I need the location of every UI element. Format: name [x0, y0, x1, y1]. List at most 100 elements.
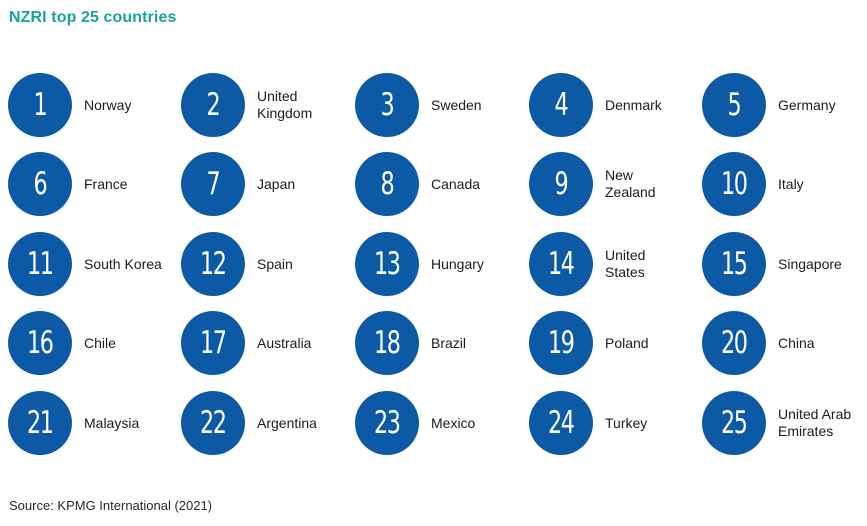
ranking-item: 11 South Korea — [8, 232, 181, 296]
ranking-item: 17 Australia — [181, 311, 354, 375]
country-name: Australia — [257, 334, 312, 351]
rank-number: 8 — [380, 166, 395, 202]
rank-badge: 3 — [355, 73, 419, 137]
rank-number: 23 — [374, 405, 401, 441]
rank-number: 10 — [721, 166, 748, 202]
rank-number: 20 — [721, 325, 748, 361]
rank-number: 1 — [33, 87, 48, 123]
country-name: Spain — [257, 255, 293, 272]
country-name: Sweden — [431, 96, 482, 113]
rank-badge: 14 — [529, 232, 593, 296]
rank-badge: 11 — [8, 232, 72, 296]
country-name: South Korea — [84, 255, 162, 272]
country-name: Germany — [778, 96, 836, 113]
rank-number: 7 — [206, 166, 221, 202]
ranking-item: 13 Hungary — [355, 232, 528, 296]
rank-badge: 23 — [355, 391, 419, 455]
ranking-item: 22 Argentina — [181, 391, 354, 455]
rank-number: 9 — [554, 166, 569, 202]
rank-badge: 24 — [529, 391, 593, 455]
rank-badge: 18 — [355, 311, 419, 375]
rank-number: 24 — [548, 405, 575, 441]
rank-badge: 5 — [702, 73, 766, 137]
country-name: Chile — [84, 334, 116, 351]
rank-badge: 1 — [8, 73, 72, 137]
rank-badge: 12 — [181, 232, 245, 296]
ranking-item: 2 United Kingdom — [181, 73, 354, 137]
country-name: Hungary — [431, 255, 484, 272]
ranking-item: 1 Norway — [8, 73, 181, 137]
rank-number: 25 — [721, 405, 748, 441]
country-name: Norway — [84, 96, 132, 113]
rank-number: 6 — [33, 166, 48, 202]
country-name: Poland — [605, 334, 649, 351]
rank-number: 11 — [27, 246, 54, 282]
country-name: China — [778, 334, 815, 351]
ranking-item: 20 China — [702, 311, 867, 375]
rank-badge: 15 — [702, 232, 766, 296]
country-name: Malaysia — [84, 414, 140, 431]
rank-number: 16 — [27, 325, 54, 361]
ranking-item: 7 Japan — [181, 152, 354, 216]
ranking-item: 18 Brazil — [355, 311, 528, 375]
ranking-item: 14 United States — [529, 232, 702, 296]
rank-number: 21 — [27, 405, 54, 441]
ranking-item: 16 Chile — [8, 311, 181, 375]
ranking-item: 25 United Arab Emirates — [702, 391, 867, 455]
rank-number: 15 — [721, 246, 748, 282]
ranking-item: 8 Canada — [355, 152, 528, 216]
ranking-item: 6 France — [8, 152, 181, 216]
country-name: United Arab Emirates — [778, 406, 852, 439]
rank-badge: 4 — [529, 73, 593, 137]
ranking-item: 3 Sweden — [355, 73, 528, 137]
rank-badge: 25 — [702, 391, 766, 455]
country-name: Argentina — [257, 414, 317, 431]
rank-number: 2 — [206, 87, 221, 123]
rank-badge: 17 — [181, 311, 245, 375]
rank-number: 3 — [380, 87, 395, 123]
rank-badge: 9 — [529, 152, 593, 216]
country-name: France — [84, 175, 128, 192]
ranking-item: 19 Poland — [529, 311, 702, 375]
rank-badge: 7 — [181, 152, 245, 216]
rank-number: 14 — [548, 246, 575, 282]
ranking-item: 24 Turkey — [529, 391, 702, 455]
rank-number: 17 — [200, 325, 227, 361]
country-name: Brazil — [431, 334, 467, 351]
country-name: United States — [605, 247, 646, 280]
rank-badge: 6 — [8, 152, 72, 216]
rank-badge: 2 — [181, 73, 245, 137]
ranking-item: 21 Malaysia — [8, 391, 181, 455]
rank-badge: 10 — [702, 152, 766, 216]
ranking-item: 12 Spain — [181, 232, 354, 296]
rank-number: 18 — [374, 325, 401, 361]
rank-number: 5 — [727, 87, 742, 123]
rank-number: 22 — [200, 405, 227, 441]
country-name: Singapore — [778, 255, 842, 272]
country-name: Italy — [778, 175, 804, 192]
ranking-item: 9 New Zealand — [529, 152, 702, 216]
rank-badge: 16 — [8, 311, 72, 375]
rank-badge: 20 — [702, 311, 766, 375]
country-name: Japan — [257, 175, 296, 192]
rank-number: 19 — [548, 325, 575, 361]
rank-badge: 21 — [8, 391, 72, 455]
rank-number: 12 — [200, 246, 227, 282]
page-title: NZRI top 25 countries — [9, 9, 177, 26]
rank-badge: 22 — [181, 391, 245, 455]
source-note: Source: KPMG International (2021) — [9, 498, 213, 513]
rank-badge: 8 — [355, 152, 419, 216]
rank-number: 13 — [374, 246, 401, 282]
country-name: Denmark — [605, 96, 662, 113]
rank-number: 4 — [554, 87, 569, 123]
country-name: Canada — [431, 175, 481, 192]
country-name: Mexico — [431, 414, 476, 431]
rank-badge: 13 — [355, 232, 419, 296]
ranking-item: 10 Italy — [702, 152, 867, 216]
country-name: United Kingdom — [257, 88, 313, 121]
rank-badge: 19 — [529, 311, 593, 375]
ranking-item: 5 Germany — [702, 73, 867, 137]
country-name: Turkey — [605, 414, 648, 431]
ranking-item: 23 Mexico — [355, 391, 528, 455]
